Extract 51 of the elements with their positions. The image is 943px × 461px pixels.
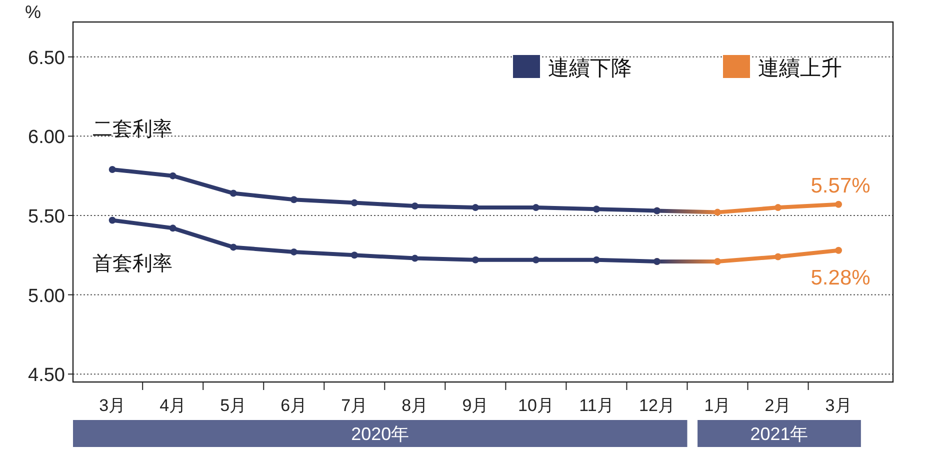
annotation: 二套利率 xyxy=(92,118,172,140)
x-tick-label: 8月 xyxy=(402,396,428,415)
y-axis-title: % xyxy=(25,2,42,22)
point xyxy=(411,254,418,262)
text: 2020年 xyxy=(351,424,410,444)
point xyxy=(592,256,600,264)
point xyxy=(350,252,358,259)
point xyxy=(592,206,600,213)
legend-label: 連續上升 xyxy=(758,57,842,80)
point xyxy=(290,248,298,256)
y-tick-label: 6.50 xyxy=(28,48,65,69)
data-label: 5.28% xyxy=(810,266,870,290)
x-tick-label: 5月 xyxy=(220,396,247,415)
point xyxy=(108,166,116,173)
x-tick-label: 12月 xyxy=(639,396,675,415)
point xyxy=(169,172,176,180)
y-tick-label: 6.00 xyxy=(28,127,65,148)
x-tick-label: 9月 xyxy=(462,396,489,415)
data-label: 5.57% xyxy=(810,174,870,198)
x-tick-label: 10月 xyxy=(518,396,554,415)
text: 2021年 xyxy=(750,424,808,444)
x-tick-label: 4月 xyxy=(160,396,186,415)
point xyxy=(350,199,358,206)
point xyxy=(532,204,540,212)
point xyxy=(472,204,479,212)
point xyxy=(230,190,237,197)
x-tick-label: 7月 xyxy=(341,396,368,415)
point xyxy=(714,258,721,265)
x-tick-label: 3月 xyxy=(825,396,852,415)
point xyxy=(290,196,298,204)
point xyxy=(714,208,721,216)
x-tick-label: 2月 xyxy=(764,396,792,415)
point xyxy=(230,244,237,251)
y-tick-label: 5.50 xyxy=(28,206,65,228)
x-tick-label: 6月 xyxy=(280,396,308,415)
point xyxy=(411,202,418,210)
x-tick-label: 1月 xyxy=(704,396,731,415)
annotation: 首套利率 xyxy=(92,253,172,276)
x-tick-label: 3月 xyxy=(99,396,126,415)
point xyxy=(472,256,479,264)
point xyxy=(835,200,842,208)
y-tick-label: 5.00 xyxy=(28,286,65,307)
point xyxy=(532,256,540,264)
legend-label: 連續下降 xyxy=(548,57,632,80)
point xyxy=(774,204,782,212)
point xyxy=(169,224,176,232)
point xyxy=(835,246,842,254)
x-tick-label: 11月 xyxy=(579,396,614,415)
point xyxy=(774,253,782,260)
y-tick-label: 4.50 xyxy=(28,365,65,386)
point xyxy=(108,216,116,224)
